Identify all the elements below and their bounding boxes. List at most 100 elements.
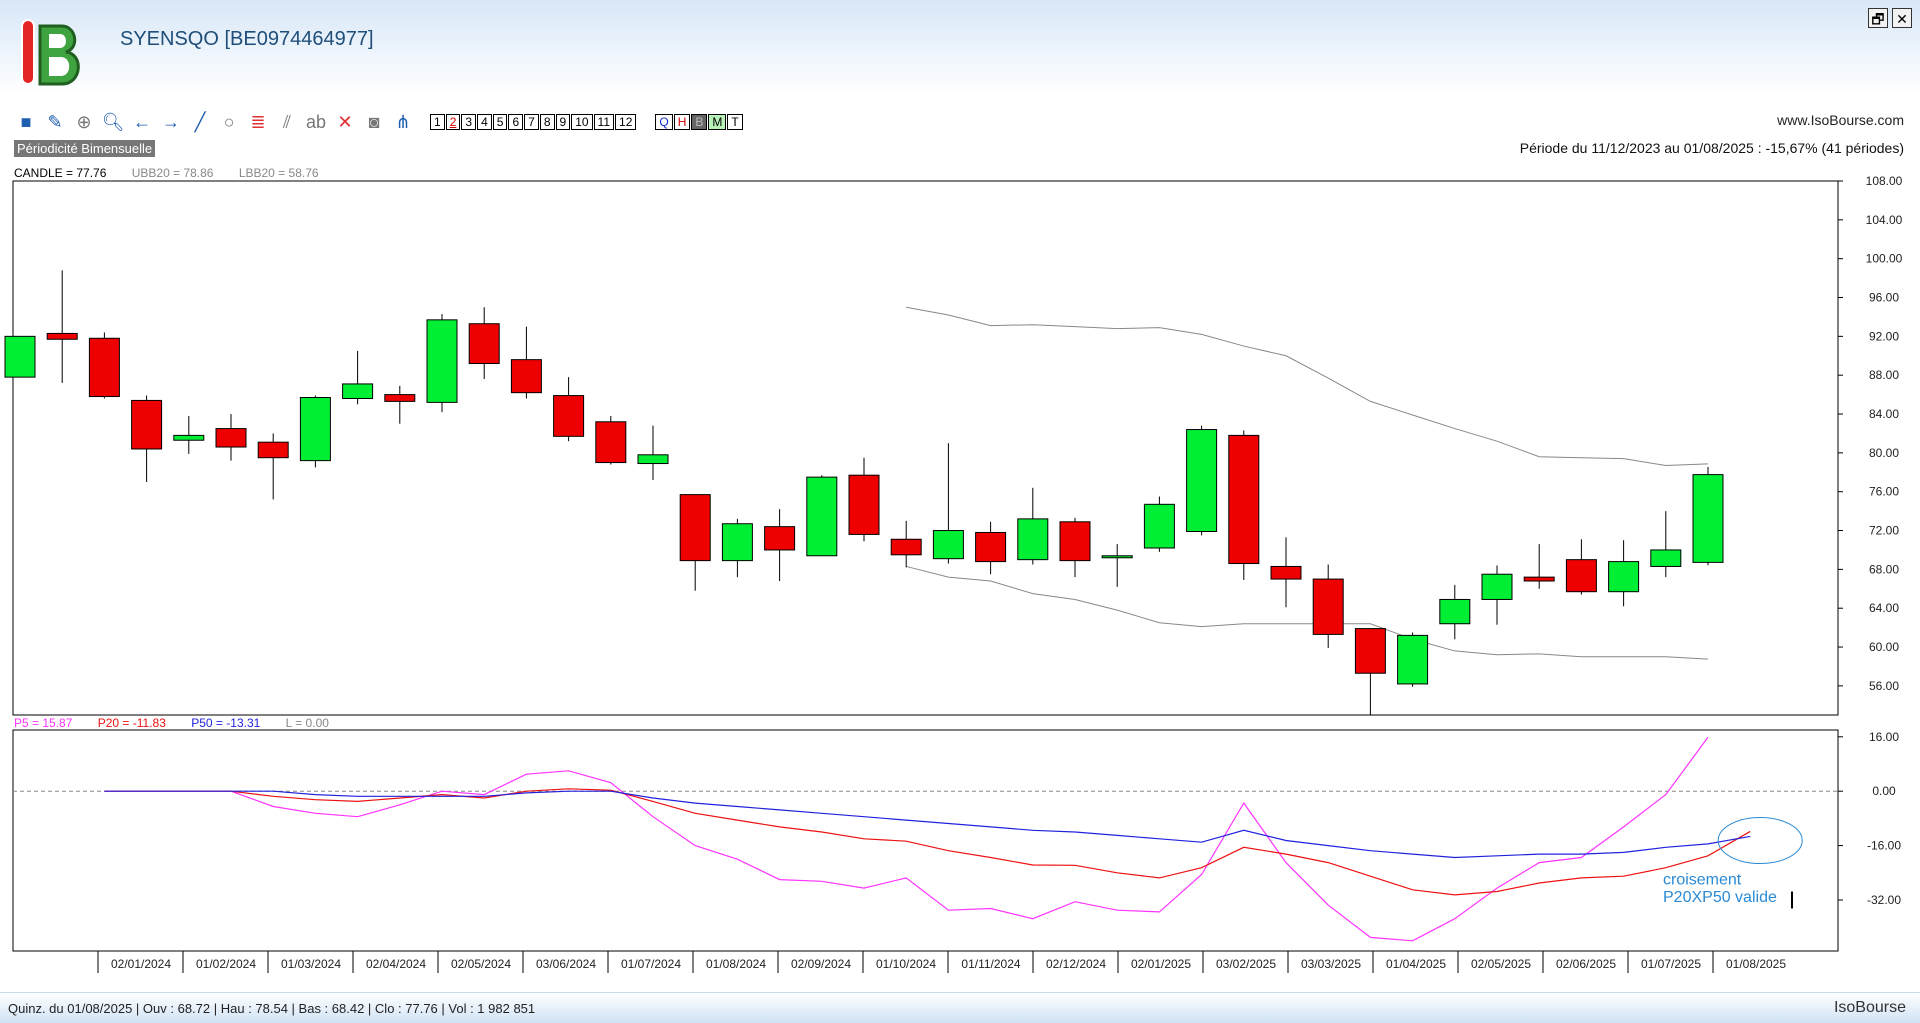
candle-body <box>1608 561 1640 593</box>
perf-ytick-label: -32.00 <box>1867 893 1901 907</box>
candle-body <box>1143 503 1175 549</box>
candle-body <box>4 335 36 378</box>
lbb20-band <box>906 565 1709 660</box>
close-button[interactable]: ✕ <box>1892 8 1912 28</box>
tree-icon[interactable]: ⋔ <box>395 112 411 132</box>
x-tick-label: 03/06/2024 <box>536 957 596 971</box>
x-tick-label: 03/02/2025 <box>1216 957 1276 971</box>
x-tick-label: 01/07/2024 <box>621 957 681 971</box>
line-icon[interactable]: ╱ <box>194 112 206 132</box>
x-tick-label: 01/03/2024 <box>281 957 341 971</box>
x-tick-label: 02/01/2025 <box>1131 957 1191 971</box>
candle-body <box>468 323 500 365</box>
period-summary: Période du 11/12/2023 au 01/08/2025 : -1… <box>1519 140 1904 156</box>
candle-body <box>764 526 796 551</box>
price-legend: CANDLE = 77.76 UBB20 = 78.86 LBB20 = 58.… <box>14 166 341 180</box>
candle-body <box>1354 628 1386 674</box>
candle-body <box>890 538 922 556</box>
x-tick-label: 02/01/2024 <box>111 957 171 971</box>
price-ytick-label: 64.00 <box>1869 601 1899 615</box>
candle-body <box>426 319 458 403</box>
price-ytick-label: 80.00 <box>1869 446 1899 460</box>
periodicity-button-t[interactable]: T <box>727 114 743 130</box>
price-panel-frame <box>12 180 1839 716</box>
candle-body <box>1270 565 1302 580</box>
x-tick-label: 01/04/2025 <box>1386 957 1446 971</box>
price-ytick-label: 76.00 <box>1869 485 1899 499</box>
arrow-left-icon[interactable]: ← <box>133 112 151 132</box>
period-button-1[interactable]: 1 <box>430 114 445 130</box>
p20-line <box>104 788 1751 896</box>
zoom-icon[interactable]: 🔍︎ <box>101 112 125 132</box>
x-tick-label: 01/10/2024 <box>876 957 936 971</box>
candle-body <box>1481 573 1513 600</box>
periodicity-label: Périodicité Bimensuelle <box>14 140 156 157</box>
perf-ytick-label: 0.00 <box>1872 784 1896 798</box>
camera-icon[interactable]: ◙ <box>368 112 380 132</box>
crosshair-icon[interactable]: ⊕ <box>76 112 92 132</box>
period-button-7[interactable]: 7 <box>524 114 539 130</box>
periodicity-button-q[interactable]: Q <box>655 114 673 130</box>
site-link[interactable]: www.IsoBourse.com <box>1777 112 1904 128</box>
candle-body <box>46 332 78 340</box>
candle-body <box>679 494 711 562</box>
pencil-icon[interactable]: ✎ <box>47 112 63 132</box>
status-quote: Quinz. du 01/08/2025 | Ouv : 68.72 | Hau… <box>8 1001 536 1016</box>
perf-panel-frame <box>12 729 1839 952</box>
candle-body <box>1565 559 1597 593</box>
x-tick-label: 02/05/2024 <box>451 957 511 971</box>
period-button-8[interactable]: 8 <box>539 114 555 130</box>
periodicity-button-b[interactable]: B <box>691 114 708 130</box>
period-button-9[interactable]: 9 <box>555 114 571 130</box>
candle-body <box>721 523 753 562</box>
price-ytick-label: 96.00 <box>1869 291 1899 305</box>
price-ytick-label: 104.00 <box>1866 213 1903 227</box>
period-button-4[interactable]: 4 <box>477 114 492 130</box>
candle-body <box>88 337 120 398</box>
period-button-2[interactable]: 2 <box>445 114 461 130</box>
candle-legend: CANDLE = 77.76 <box>14 166 107 180</box>
period-button-5[interactable]: 5 <box>492 114 508 130</box>
candle-body <box>553 395 585 437</box>
period-button-12[interactable]: 12 <box>615 114 637 130</box>
candle-body <box>257 441 289 459</box>
delete-icon[interactable]: ✕ <box>337 112 353 132</box>
period-number-buttons: 1 2 3 4 5 6 7 8 9 10 11 12 <box>430 114 637 130</box>
p50-line <box>104 790 1751 859</box>
fibonacci-icon[interactable]: ≣ <box>250 112 266 132</box>
candle-body <box>1101 555 1133 559</box>
x-tick-label: 02/04/2024 <box>366 957 426 971</box>
period-button-3[interactable]: 3 <box>461 114 477 130</box>
isobourse-logo-icon <box>21 19 80 86</box>
period-button-6[interactable]: 6 <box>508 114 524 130</box>
p50-legend: P50 = -13.31 <box>191 716 261 730</box>
x-tick-label: 01/02/2024 <box>196 957 256 971</box>
candle-body <box>131 399 163 450</box>
square-icon[interactable]: ■ <box>20 112 32 132</box>
price-ytick-label: 88.00 <box>1869 368 1899 382</box>
price-ytick-label: 92.00 <box>1869 329 1899 343</box>
price-ytick-label: 108.00 <box>1866 174 1903 188</box>
arrow-right-icon[interactable]: → <box>162 112 180 132</box>
candle-body <box>932 530 964 560</box>
periodicity-button-m[interactable]: M <box>708 114 727 130</box>
circle-icon[interactable]: ○ <box>223 112 235 132</box>
period-button-10[interactable]: 10 <box>571 114 593 130</box>
channel-icon[interactable]: ⫽ <box>282 112 292 132</box>
status-brand: IsoBourse <box>1833 999 1906 1016</box>
app-header: SYENSQO [BE0974464977] 🗗 ✕ <box>0 0 1920 100</box>
annotation-line2: P20XP50 valide <box>1663 889 1777 906</box>
restore-button[interactable]: 🗗 <box>1868 8 1888 28</box>
period-button-11[interactable]: 11 <box>593 114 615 130</box>
x-tick-label: 02/12/2024 <box>1046 957 1106 971</box>
candle-body <box>1228 434 1260 565</box>
chart-canvas[interactable]: 108.00104.00100.0096.0092.0088.0084.0080… <box>0 0 1920 992</box>
perf-ytick-label: -16.00 <box>1867 839 1901 853</box>
x-tick-label: 01/08/2025 <box>1726 957 1786 971</box>
periodicity-button-h[interactable]: H <box>673 114 691 130</box>
l-legend: L = 0.00 <box>285 716 329 730</box>
p20-legend: P20 = -11.83 <box>97 716 166 730</box>
text-icon[interactable]: ab <box>305 112 327 132</box>
candle-body <box>1439 598 1471 625</box>
candle-body <box>384 394 416 402</box>
